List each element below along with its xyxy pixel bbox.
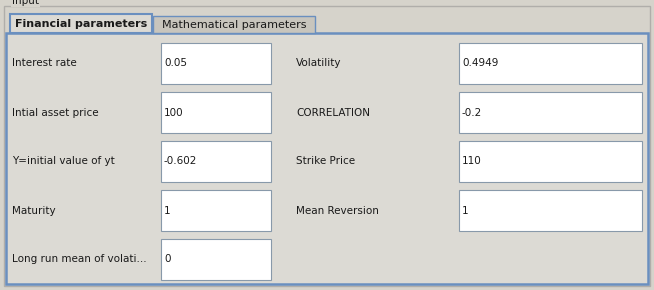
Text: 0.4949: 0.4949 [462,59,498,68]
Text: 100: 100 [164,108,184,117]
Text: 1: 1 [462,206,469,215]
Text: Input: Input [12,0,39,6]
Bar [459,92,642,133]
Bar [161,92,271,133]
Text: Y=initial value of yt: Y=initial value of yt [12,157,114,166]
Text: Financial parameters: Financial parameters [15,19,147,29]
Text: Long run mean of volati...: Long run mean of volati... [12,255,146,264]
Text: CORRELATION: CORRELATION [296,108,370,117]
Bar [161,141,271,182]
Bar [459,190,642,231]
Bar [161,190,271,231]
Bar [6,33,648,284]
Text: Mathematical parameters: Mathematical parameters [162,20,306,30]
Bar [161,43,271,84]
Bar [10,14,152,33]
Bar [459,141,642,182]
Text: 110: 110 [462,157,482,166]
Bar [153,16,315,33]
Text: Maturity: Maturity [12,206,56,215]
Text: 1: 1 [164,206,171,215]
Text: Mean Reversion: Mean Reversion [296,206,379,215]
Text: 0: 0 [164,255,171,264]
Text: 0.05: 0.05 [164,59,187,68]
Bar [459,43,642,84]
Text: Volatility: Volatility [296,59,341,68]
Text: -0.602: -0.602 [164,157,198,166]
Text: Strike Price: Strike Price [296,157,355,166]
Text: -0.2: -0.2 [462,108,482,117]
Text: Intial asset price: Intial asset price [12,108,99,117]
Text: Interest rate: Interest rate [12,59,77,68]
Bar [161,239,271,280]
